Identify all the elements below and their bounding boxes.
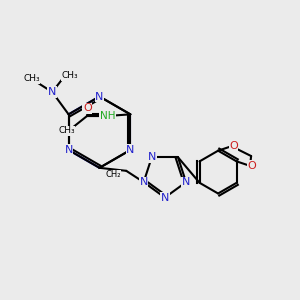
Text: CH₂: CH₂ bbox=[105, 170, 121, 179]
Text: N: N bbox=[148, 152, 156, 162]
Text: N: N bbox=[182, 177, 190, 187]
Text: N: N bbox=[48, 87, 56, 97]
Text: O: O bbox=[229, 141, 238, 151]
Text: CH₃: CH₃ bbox=[23, 74, 40, 83]
Text: N: N bbox=[161, 193, 169, 202]
Text: N: N bbox=[140, 177, 148, 187]
Text: CH₃: CH₃ bbox=[62, 71, 78, 80]
Text: N: N bbox=[64, 145, 73, 155]
Text: NH: NH bbox=[100, 111, 115, 121]
Text: O: O bbox=[248, 161, 256, 171]
Text: N: N bbox=[126, 145, 134, 155]
Text: O: O bbox=[83, 103, 92, 113]
Text: CH₃: CH₃ bbox=[58, 126, 75, 135]
Text: N: N bbox=[95, 92, 104, 101]
